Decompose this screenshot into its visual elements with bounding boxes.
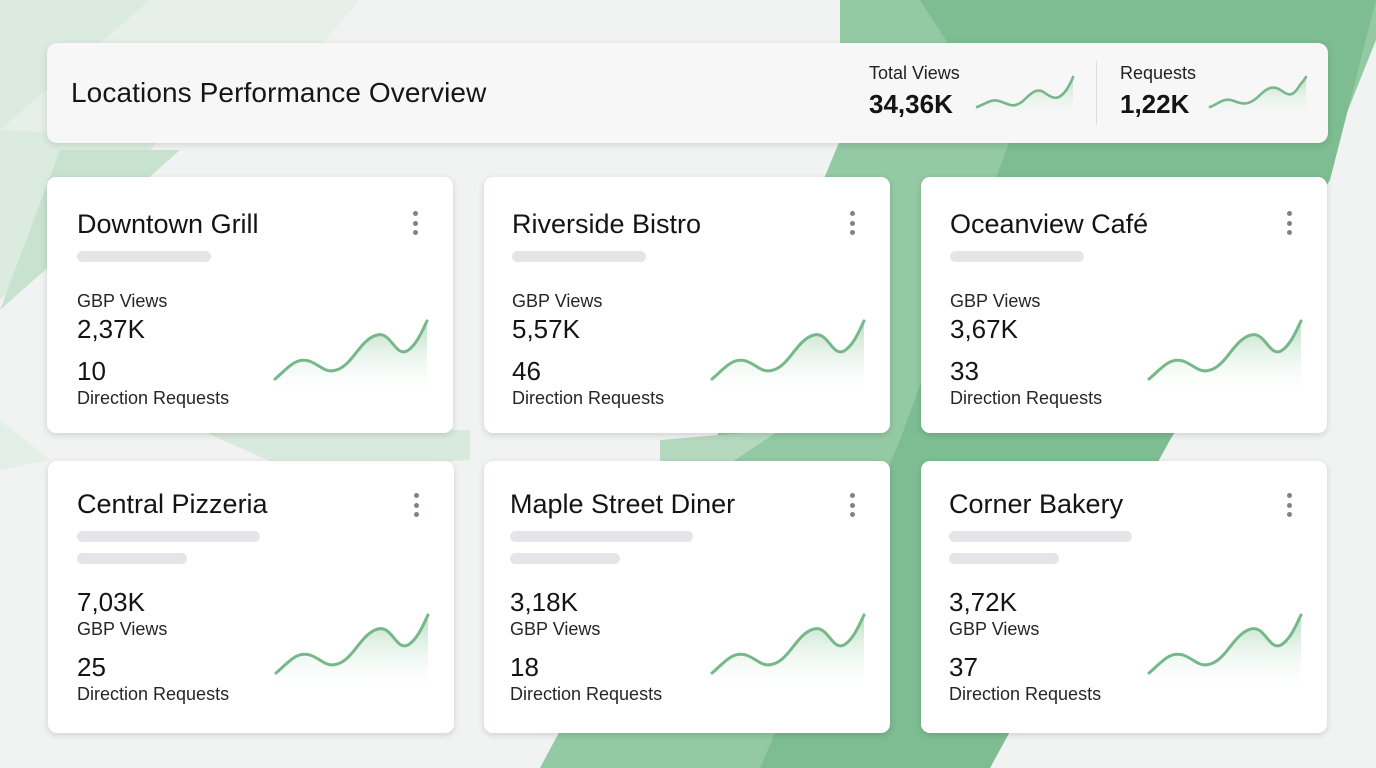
direction-requests-label: Direction Requests bbox=[77, 388, 230, 408]
sparkline-icon bbox=[273, 313, 429, 399]
gbp-views-value: 3,18K bbox=[510, 587, 578, 617]
more-vertical-icon[interactable] bbox=[842, 211, 862, 239]
metric-divider bbox=[1096, 61, 1097, 125]
direction-requests-label: Direction Requests bbox=[512, 388, 665, 408]
text-placeholder bbox=[949, 531, 1132, 542]
gbp-views-value: 5,57K bbox=[512, 314, 580, 344]
gbp-views-label: GBP Views bbox=[512, 291, 603, 311]
gbp-views-label: GBP Views bbox=[510, 619, 601, 639]
location-card-downtown-grill[interactable]: Downtown Grill GBP Views 2,37K 10 Direct… bbox=[47, 177, 453, 433]
gbp-views-value: 3,72K bbox=[949, 587, 1017, 617]
location-card-riverside-bistro[interactable]: Riverside Bistro GBP Views 5,57K 46 Dire… bbox=[484, 177, 890, 433]
location-name: Oceanview Café bbox=[950, 209, 1149, 239]
direction-requests-value: 18 bbox=[510, 652, 539, 682]
requests-sparkline-icon bbox=[1208, 75, 1308, 119]
total-views-metric: Total Views 34,36K bbox=[869, 61, 1079, 127]
location-card-corner-bakery[interactable]: Corner Bakery 3,72K GBP Views 37 Directi… bbox=[921, 461, 1327, 733]
more-vertical-icon[interactable] bbox=[1279, 493, 1299, 521]
location-name: Corner Bakery bbox=[949, 489, 1124, 519]
location-card-central-pizzeria[interactable]: Central Pizzeria 7,03K GBP Views 25 Dire… bbox=[48, 461, 454, 733]
direction-requests-value: 25 bbox=[77, 652, 106, 682]
requests-metric: Requests 1,22K bbox=[1120, 61, 1310, 127]
requests-label: Requests bbox=[1120, 63, 1197, 83]
total-views-sparkline-icon bbox=[975, 75, 1075, 119]
location-card-oceanview-cafe[interactable]: Oceanview Café GBP Views 3,67K 33 Direct… bbox=[921, 177, 1327, 433]
location-name: Central Pizzeria bbox=[77, 489, 268, 519]
location-name: Riverside Bistro bbox=[512, 209, 702, 239]
requests-value: 1,22K bbox=[1120, 89, 1190, 119]
location-name: Downtown Grill bbox=[77, 209, 259, 239]
more-vertical-icon[interactable] bbox=[842, 493, 862, 521]
direction-requests-label: Direction Requests bbox=[510, 684, 663, 704]
direction-requests-value: 37 bbox=[949, 652, 978, 682]
sparkline-icon bbox=[1147, 313, 1303, 399]
total-views-label: Total Views bbox=[869, 63, 960, 83]
text-placeholder bbox=[512, 251, 646, 262]
text-placeholder bbox=[950, 251, 1084, 262]
location-name: Maple Street Diner bbox=[510, 489, 736, 519]
direction-requests-label: Direction Requests bbox=[950, 388, 1103, 408]
text-placeholder bbox=[77, 553, 187, 564]
direction-requests-label: Direction Requests bbox=[77, 684, 230, 704]
direction-requests-value: 10 bbox=[77, 356, 106, 386]
summary-header: Locations Performance Overview Total Vie… bbox=[47, 43, 1328, 143]
text-placeholder bbox=[77, 531, 260, 542]
gbp-views-label: GBP Views bbox=[77, 291, 168, 311]
gbp-views-value: 2,37K bbox=[77, 314, 145, 344]
gbp-views-label: GBP Views bbox=[949, 619, 1040, 639]
sparkline-icon bbox=[274, 607, 430, 693]
more-vertical-icon[interactable] bbox=[1279, 211, 1299, 239]
sparkline-icon bbox=[710, 313, 866, 399]
text-placeholder bbox=[949, 553, 1059, 564]
direction-requests-value: 33 bbox=[950, 356, 979, 386]
text-placeholder bbox=[510, 531, 693, 542]
gbp-views-label: GBP Views bbox=[950, 291, 1041, 311]
more-vertical-icon[interactable] bbox=[405, 211, 425, 239]
direction-requests-label: Direction Requests bbox=[949, 684, 1102, 704]
total-views-value: 34,36K bbox=[869, 89, 953, 119]
gbp-views-value: 3,67K bbox=[950, 314, 1018, 344]
more-vertical-icon[interactable] bbox=[406, 493, 426, 521]
sparkline-icon bbox=[1147, 607, 1303, 693]
gbp-views-value: 7,03K bbox=[77, 587, 145, 617]
location-card-maple-street-diner[interactable]: Maple Street Diner 3,18K GBP Views 18 Di… bbox=[484, 461, 890, 733]
gbp-views-label: GBP Views bbox=[77, 619, 168, 639]
text-placeholder bbox=[77, 251, 211, 262]
page-title: Locations Performance Overview bbox=[71, 77, 487, 108]
sparkline-icon bbox=[710, 607, 866, 693]
text-placeholder bbox=[510, 553, 620, 564]
direction-requests-value: 46 bbox=[512, 356, 541, 386]
